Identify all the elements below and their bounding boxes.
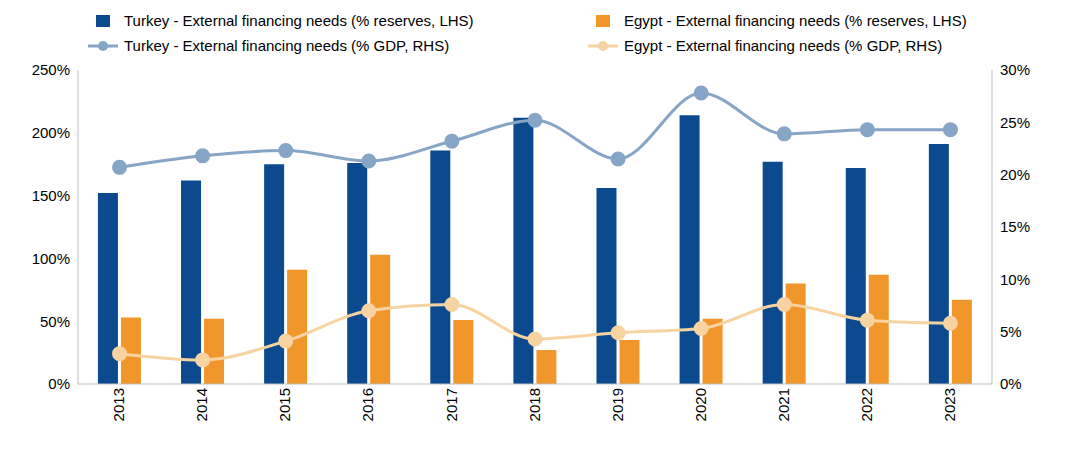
html-text:Turkey - External financing ne: Turkey - External financing needs (% res… <box>124 12 474 29</box>
svg-text:2015: 2015 <box>276 388 293 421</box>
svg-text:50%: 50% <box>40 313 70 330</box>
svg-text:2020: 2020 <box>692 388 709 421</box>
svg-text:2017: 2017 <box>443 388 460 421</box>
svg-text:30%: 30% <box>1000 61 1030 78</box>
svg-text:2016: 2016 <box>359 388 376 421</box>
svg-text:2018: 2018 <box>526 388 543 421</box>
svg-text:20%: 20% <box>1000 166 1030 183</box>
svg-text:2019: 2019 <box>609 388 626 421</box>
svg-text:2023: 2023 <box>941 388 958 421</box>
html-text:Egypt - External financing nee: Egypt - External financing needs (% rese… <box>624 12 967 29</box>
svg-text:2022: 2022 <box>858 388 875 421</box>
svg-text:2021: 2021 <box>775 388 792 421</box>
svg-text:250%: 250% <box>32 61 70 78</box>
svg-text:100%: 100% <box>32 250 70 267</box>
svg-text:2013: 2013 <box>110 388 127 421</box>
svg-text:2014: 2014 <box>193 388 210 421</box>
svg-text:5%: 5% <box>1000 323 1022 340</box>
svg-text:200%: 200% <box>32 124 70 141</box>
svg-text:10%: 10% <box>1000 271 1030 288</box>
svg-text:0%: 0% <box>1000 375 1022 392</box>
svg-text:15%: 15% <box>1000 218 1030 235</box>
html-text:Egypt - External financing nee: Egypt - External financing needs (% GDP,… <box>624 37 943 54</box>
svg-text:150%: 150% <box>32 187 70 204</box>
html-text:Turkey - External financing ne: Turkey - External financing needs (% GDP… <box>124 37 450 54</box>
svg-text:0%: 0% <box>48 375 70 392</box>
svg-text:25%: 25% <box>1000 114 1030 131</box>
